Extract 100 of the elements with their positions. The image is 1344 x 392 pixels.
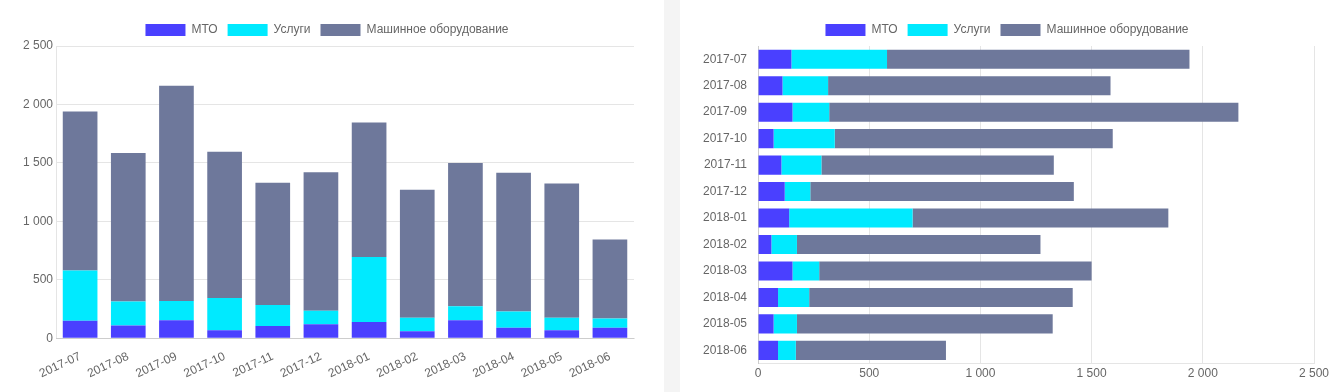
y-tick-label: 0 (46, 330, 54, 345)
bar (255, 326, 291, 338)
bar (62, 270, 98, 321)
bar (771, 234, 797, 255)
y-tick-label: 2017-10 (702, 130, 748, 145)
bar (758, 208, 790, 228)
bar (778, 287, 810, 307)
legend-label: Машинное оборудование (1046, 22, 1189, 37)
bar (496, 172, 531, 312)
bar (110, 153, 146, 302)
bar (828, 76, 1111, 96)
bar (792, 102, 830, 122)
bar (792, 261, 820, 281)
bar (159, 300, 194, 321)
bar (62, 111, 98, 271)
bar (110, 325, 146, 338)
y-tick-label: 2018-05 (702, 316, 748, 331)
y-tick-label: 1 000 (23, 213, 54, 228)
bar (351, 321, 387, 338)
bar (758, 129, 774, 149)
bar (303, 310, 339, 325)
bar (351, 257, 387, 322)
bar (758, 76, 783, 96)
bar (351, 122, 387, 258)
y-tick-label: 2018-04 (702, 289, 748, 304)
bar (255, 182, 291, 306)
bar (758, 49, 792, 69)
bar (110, 301, 146, 326)
bar (773, 129, 835, 149)
y-tick-label: 2017-11 (703, 157, 748, 172)
bar (207, 330, 242, 338)
bar (303, 324, 339, 338)
y-tick-label: 2017-09 (702, 104, 748, 119)
y-tick-label: 500 (33, 272, 54, 287)
bar (758, 314, 774, 334)
x-tick-label: 1 000 (965, 366, 996, 381)
bar (448, 162, 483, 307)
bar (399, 317, 435, 332)
bar (829, 102, 1239, 122)
bar (821, 155, 1054, 175)
bar (255, 305, 291, 327)
y-tick-label: 2018-01 (702, 210, 748, 225)
bar (782, 76, 829, 96)
bar (303, 172, 339, 311)
y-tick-label: 2 000 (23, 96, 54, 111)
y-tick-label: 1 500 (23, 155, 54, 170)
bar (399, 331, 435, 338)
y-tick-label: 2017-07 (702, 51, 748, 66)
bar (791, 49, 888, 69)
y-tick-label: 2018-03 (702, 263, 748, 278)
bar (758, 261, 793, 281)
x-tick-label: 2 000 (1187, 366, 1219, 381)
bar (796, 314, 1053, 334)
x-tick-label: 0 (754, 366, 762, 381)
x-tick-label: 1 500 (1076, 366, 1107, 381)
bar (834, 129, 1113, 149)
bar (912, 208, 1169, 228)
bar (758, 340, 779, 360)
bar (592, 327, 628, 338)
legend-label: Услуги (953, 22, 991, 37)
bar (496, 311, 531, 328)
bar (496, 327, 531, 338)
legend-label: МТО (871, 22, 898, 37)
bar (399, 189, 435, 318)
bar (809, 287, 1073, 307)
bar (810, 182, 1074, 202)
bar (544, 317, 580, 331)
y-tick-label: 2018-02 (702, 236, 748, 251)
bar (448, 306, 483, 321)
bar (758, 234, 772, 255)
bar (887, 49, 1190, 69)
bar (592, 239, 628, 319)
bar (784, 182, 811, 202)
bar (758, 102, 793, 122)
bar (778, 340, 796, 360)
y-tick-label: 2017-08 (702, 78, 748, 93)
bar (796, 234, 1041, 255)
bar (758, 287, 779, 307)
bar (758, 182, 785, 202)
bar (62, 320, 98, 338)
bar (819, 261, 1092, 281)
bar (159, 320, 194, 338)
bar (159, 85, 194, 301)
y-tick-label: 2017-12 (702, 183, 748, 198)
bar (207, 151, 242, 298)
bar (789, 208, 913, 228)
legend-label: МТО (191, 22, 218, 37)
legend-label: Машинное оборудование (366, 22, 509, 37)
x-tick-label: 2 500 (1298, 366, 1330, 381)
x-tick-label: 500 (859, 366, 880, 381)
y-tick-label: 2 500 (23, 38, 54, 53)
bar (207, 298, 242, 331)
bar (795, 340, 946, 360)
bar (781, 155, 822, 175)
bar (544, 330, 580, 338)
legend-label: Услуги (273, 22, 311, 37)
bar (773, 314, 797, 334)
bar (448, 320, 483, 338)
bar (758, 155, 782, 175)
bar (592, 318, 628, 328)
